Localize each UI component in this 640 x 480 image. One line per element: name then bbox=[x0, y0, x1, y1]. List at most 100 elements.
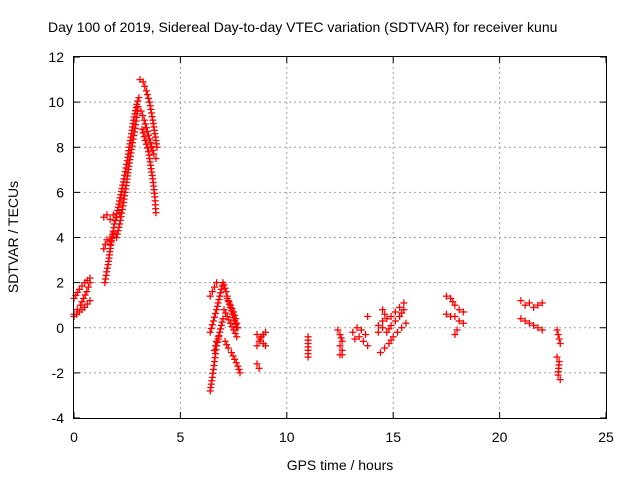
x-tick-label: 0 bbox=[70, 429, 78, 445]
data-point bbox=[359, 337, 367, 345]
x-axis-title: GPS time / hours bbox=[287, 457, 394, 473]
x-tick-label: 10 bbox=[279, 429, 295, 445]
data-point bbox=[214, 299, 222, 307]
data-point bbox=[217, 325, 225, 333]
data-point bbox=[141, 120, 149, 128]
data-point bbox=[234, 362, 242, 370]
data-point bbox=[150, 150, 158, 158]
x-tick-label: 25 bbox=[598, 429, 614, 445]
data-point bbox=[538, 326, 546, 334]
data-point bbox=[216, 328, 224, 336]
data-point bbox=[81, 291, 89, 299]
data-point bbox=[152, 209, 160, 217]
data-point bbox=[142, 87, 150, 95]
data-point bbox=[338, 337, 346, 345]
data-point bbox=[113, 234, 121, 241]
data-point bbox=[228, 323, 236, 331]
data-point bbox=[400, 306, 408, 314]
data-point bbox=[538, 299, 546, 307]
data-point bbox=[379, 317, 387, 325]
data-point bbox=[451, 301, 459, 309]
data-point bbox=[103, 236, 111, 244]
data-point bbox=[206, 292, 214, 300]
data-point bbox=[391, 308, 399, 316]
plot-frame bbox=[73, 56, 607, 419]
data-point bbox=[210, 346, 218, 354]
data-point bbox=[554, 331, 562, 339]
data-point bbox=[222, 288, 230, 296]
data-point bbox=[362, 331, 370, 339]
data-point bbox=[222, 309, 230, 317]
data-point bbox=[219, 315, 227, 323]
data-point bbox=[351, 335, 359, 343]
data-point bbox=[143, 127, 151, 135]
data-point bbox=[212, 342, 220, 350]
data-point bbox=[262, 342, 270, 350]
y-tick-label: -2 bbox=[52, 365, 65, 381]
data-point bbox=[220, 306, 228, 314]
data-point bbox=[107, 237, 115, 245]
data-point bbox=[262, 328, 270, 336]
data-point bbox=[334, 326, 342, 334]
data-point bbox=[381, 310, 389, 318]
data-point bbox=[149, 146, 157, 154]
data-point bbox=[236, 369, 244, 377]
data-point bbox=[139, 129, 147, 137]
data-point bbox=[140, 133, 148, 141]
data-point bbox=[228, 305, 236, 313]
data-point bbox=[381, 344, 389, 352]
data-point bbox=[140, 116, 148, 124]
data-point bbox=[209, 317, 217, 325]
x-tick-label: 20 bbox=[492, 429, 508, 445]
data-point bbox=[455, 306, 463, 314]
data-point bbox=[109, 229, 117, 237]
data-point bbox=[86, 297, 94, 305]
data-point bbox=[225, 316, 233, 324]
data-point bbox=[86, 279, 94, 287]
data-point bbox=[336, 342, 344, 350]
data-point bbox=[364, 312, 372, 320]
data-point bbox=[108, 233, 116, 241]
data-point bbox=[553, 353, 561, 361]
data-point bbox=[103, 211, 111, 219]
data-point bbox=[235, 365, 243, 373]
data-point bbox=[212, 309, 220, 317]
data-point bbox=[391, 317, 399, 325]
data-point bbox=[451, 312, 459, 320]
data-point bbox=[213, 302, 221, 310]
data-point bbox=[355, 333, 363, 341]
data-point bbox=[517, 315, 525, 323]
data-point bbox=[208, 288, 216, 296]
data-point bbox=[213, 337, 221, 345]
data-point bbox=[135, 94, 143, 102]
data-point bbox=[233, 333, 241, 341]
data-point bbox=[138, 125, 146, 133]
data-point bbox=[400, 299, 408, 307]
data-point bbox=[114, 227, 122, 235]
data-point bbox=[253, 360, 261, 368]
data-point bbox=[379, 324, 387, 332]
data-point bbox=[230, 308, 238, 316]
data-point bbox=[207, 325, 215, 333]
data-point bbox=[213, 279, 221, 287]
data-point bbox=[227, 349, 235, 357]
data-point bbox=[146, 135, 154, 143]
data-point bbox=[389, 333, 397, 341]
data-point bbox=[152, 155, 160, 163]
data-point bbox=[304, 353, 312, 361]
data-point bbox=[256, 335, 264, 343]
data-point bbox=[225, 298, 233, 306]
data-point bbox=[530, 303, 538, 311]
data-point bbox=[555, 335, 563, 343]
data-point bbox=[233, 319, 241, 327]
data-point bbox=[139, 112, 147, 120]
data-point bbox=[556, 376, 564, 384]
data-point bbox=[231, 355, 239, 363]
data-point bbox=[148, 142, 156, 150]
data-point bbox=[220, 281, 228, 289]
data-point bbox=[208, 321, 216, 329]
data-point bbox=[376, 349, 384, 357]
data-point bbox=[534, 324, 542, 332]
y-tick-label: 0 bbox=[56, 320, 64, 336]
y-tick-label: 4 bbox=[56, 230, 64, 246]
